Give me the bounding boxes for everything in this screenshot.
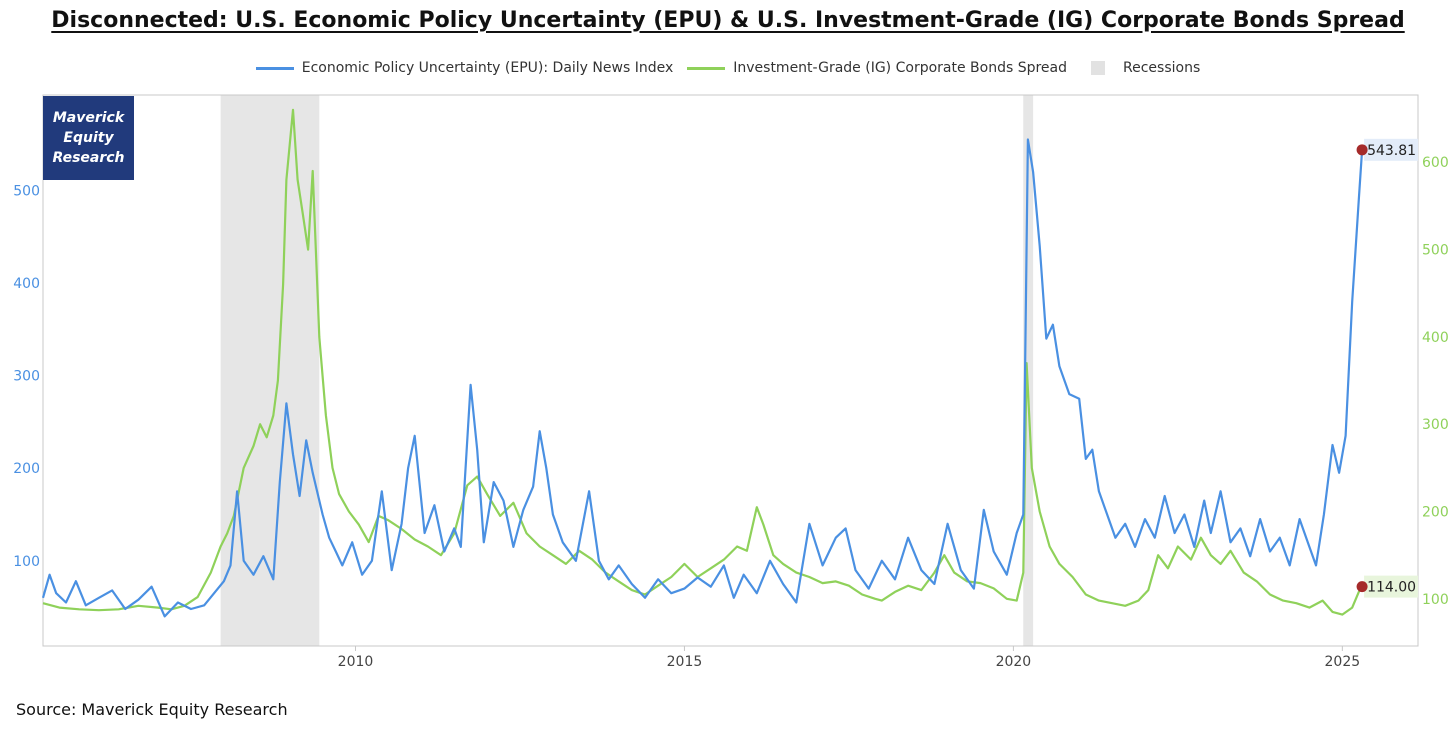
legend-item-recessions[interactable]: Recessions: [1081, 60, 1200, 76]
logo-line-1: Maverick: [52, 110, 125, 126]
ig-last-value-badge: [1364, 575, 1419, 598]
legend-swatch-recessions: [1091, 61, 1106, 75]
epu-last-value-badge: [1364, 138, 1419, 161]
logo-line-3: Research: [52, 150, 125, 166]
y-right-tick-label-300: 300: [1422, 417, 1449, 433]
legend-swatch-ig: [687, 66, 726, 70]
legend-label-recessions: Recessions: [1123, 60, 1201, 76]
y-axis-right: 100 200 300 400 500 600: [1422, 155, 1449, 608]
legend-swatch-epu: [255, 66, 294, 70]
recession-band-2: [1023, 95, 1034, 646]
chart-title: Disconnected: U.S. Economic Policy Uncer…: [51, 8, 1405, 33]
legend-label-epu: Economic Policy Uncertainty (EPU): Daily…: [301, 60, 674, 76]
y-right-tick-label-200: 200: [1422, 505, 1449, 521]
logo-line-2: Equity: [63, 130, 114, 146]
x-tick-label-2010: 2010: [338, 654, 374, 670]
y-left-tick-label-400: 400: [13, 276, 40, 292]
recession-bands: [220, 95, 1034, 646]
legend-item-epu[interactable]: Economic Policy Uncertainty (EPU): Daily…: [255, 60, 674, 76]
y-right-tick-label-400: 400: [1422, 330, 1449, 346]
y-right-tick-label-100: 100: [1422, 592, 1449, 608]
y-left-tick-label-500: 500: [13, 183, 40, 199]
brand-logo: Maverick Equity Research: [43, 96, 134, 180]
series-line-epu: [41, 138, 1364, 618]
legend: Economic Policy Uncertainty (EPU): Daily…: [0, 60, 1456, 76]
y-axis-left: 100 200 300 400 500: [13, 183, 40, 569]
y-right-tick-label-600: 600: [1422, 155, 1449, 171]
end-value-annotations: 543.81 114.00: [1356, 138, 1419, 598]
ig-last-value-label: 114.00: [1367, 580, 1416, 596]
recession-band-1: [220, 95, 320, 646]
y-left-tick-label-300: 300: [13, 369, 40, 385]
legend-item-ig[interactable]: Investment-Grade (IG) Corporate Bonds Sp…: [687, 60, 1067, 76]
x-tick-label-2025: 2025: [1325, 654, 1361, 670]
x-tick-label-2020: 2020: [996, 654, 1032, 670]
epu-last-value-marker: [1356, 144, 1368, 156]
plot-frame: [42, 94, 1419, 647]
legend-label-ig: Investment-Grade (IG) Corporate Bonds Sp…: [733, 60, 1068, 76]
ig-last-value-marker: [1356, 581, 1368, 593]
x-tick-label-2015: 2015: [667, 654, 703, 670]
y-left-tick-label-200: 200: [13, 461, 40, 477]
y-left-tick-label-100: 100: [13, 554, 40, 570]
epu-last-value-label: 543.81: [1367, 143, 1416, 159]
source-note: Source: Maverick Equity Research: [16, 700, 288, 719]
y-right-tick-label-500: 500: [1422, 243, 1449, 259]
x-axis: 2010 2015 2020 2025: [338, 646, 1360, 670]
series-lines: [41, 108, 1364, 618]
